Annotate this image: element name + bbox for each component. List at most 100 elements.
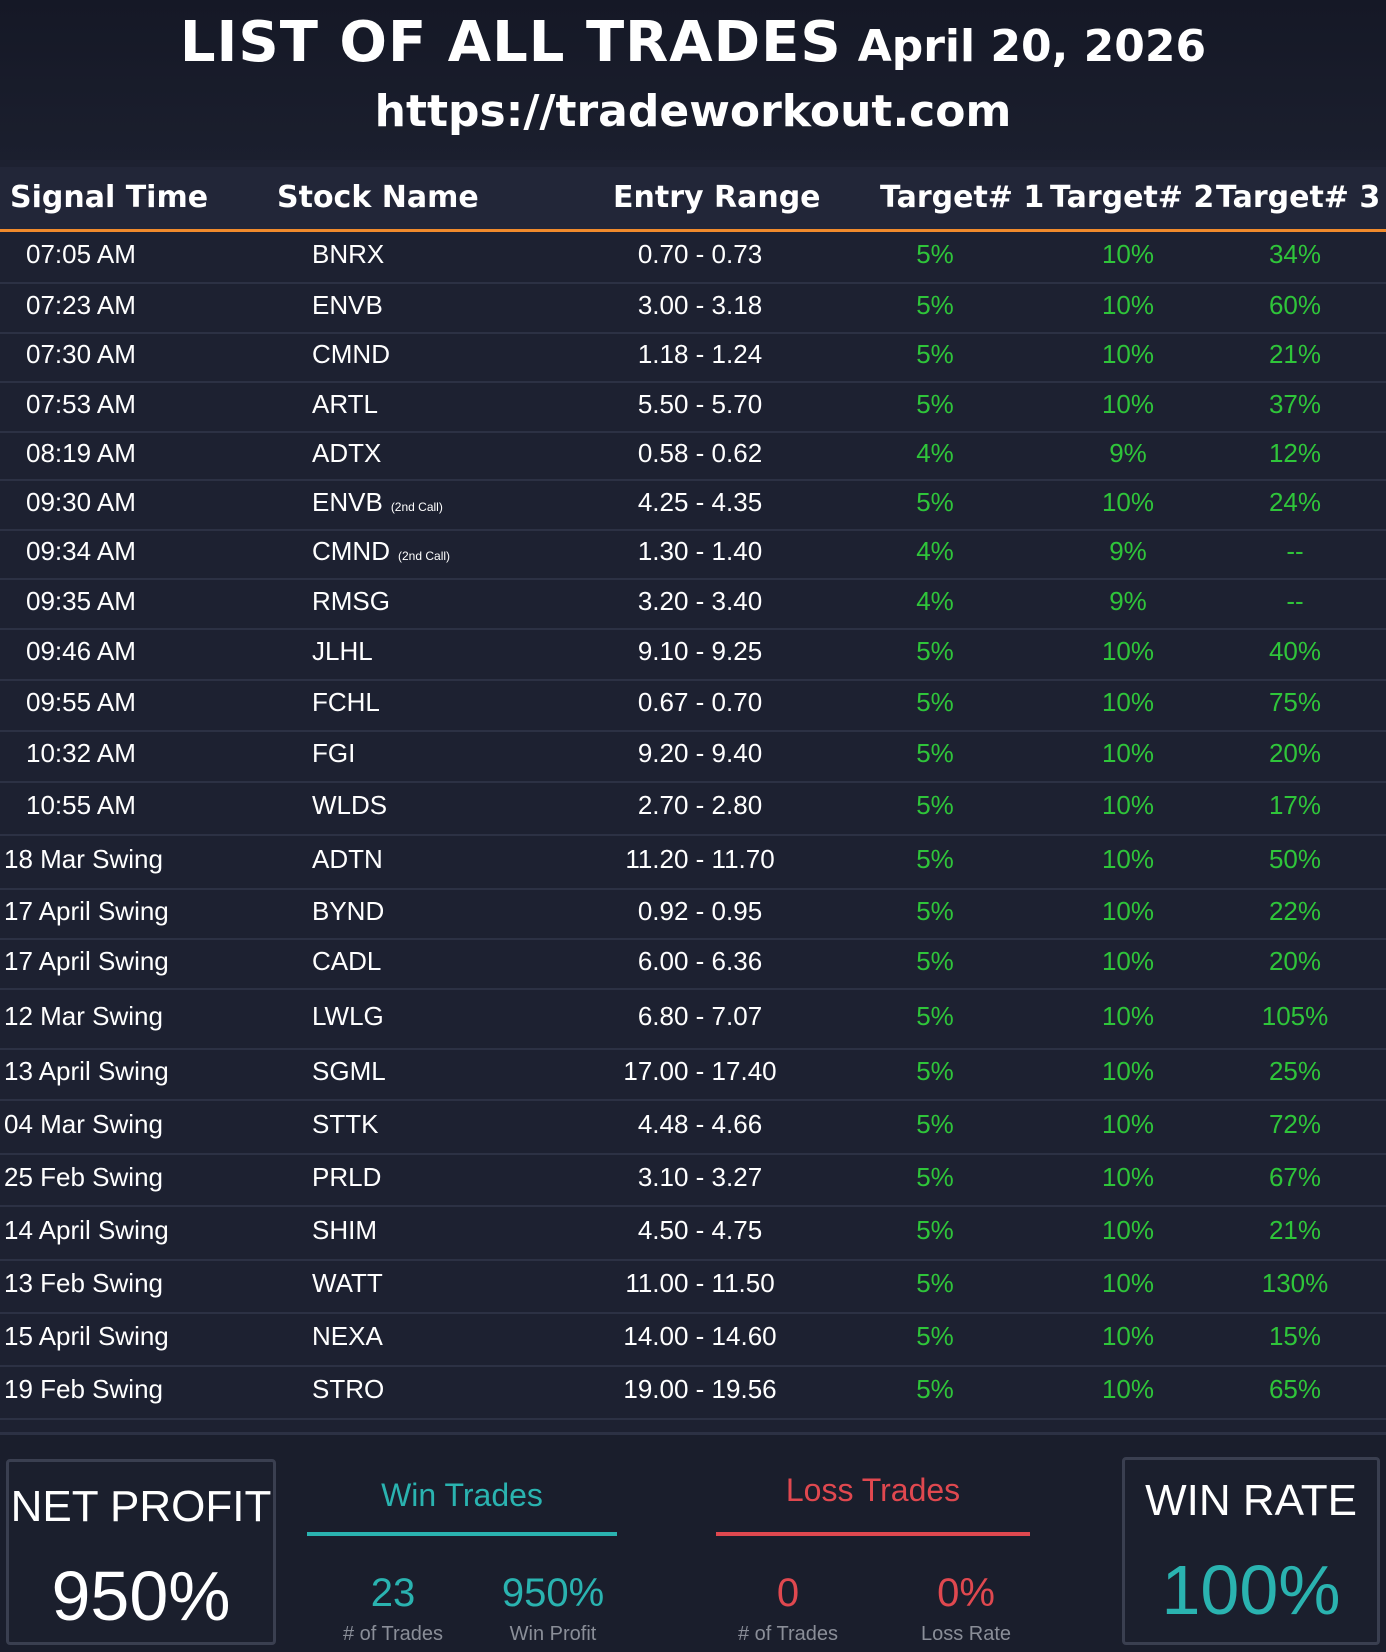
signal-time-cell: 07:30 AM (26, 339, 136, 369)
table-row: 09:34 AM CMND (2nd Call) 1.30 - 1.40 4% 9% -- (0, 530, 1386, 580)
target-1-cell: 4% (916, 438, 954, 468)
target-2-cell: 10% (1101, 844, 1155, 874)
target-2-cell: 10% (1101, 687, 1155, 717)
win-trades-title: Win Trades (381, 1477, 543, 1513)
target-1-cell: 5% (916, 738, 954, 768)
site-url[interactable]: https://tradeworkout.com (374, 86, 1012, 137)
signal-time-cell: 09:34 AM (26, 536, 136, 566)
stock-symbol: CMND (312, 339, 390, 369)
stock-name-cell: CMND (2nd Call) (312, 536, 450, 567)
target-3-cell: 15% (1268, 1321, 1322, 1351)
target-3-cell: 20% (1268, 946, 1322, 976)
loss-count: 0 (776, 1571, 800, 1615)
stock-symbol: STTK (312, 1109, 379, 1139)
target-2-cell: 10% (1101, 1056, 1155, 1086)
target-2-cell: 10% (1101, 738, 1155, 768)
table-row: 09:46 AM JLHL 9.10 - 9.25 5% 10% 40% (0, 629, 1386, 681)
target-1-cell: 5% (916, 636, 954, 666)
entry-range-cell: 4.50 - 4.75 (637, 1215, 763, 1245)
win-trades-rule (307, 1532, 617, 1536)
table-row: 07:53 AM ARTL 5.50 - 5.70 5% 10% 37% (0, 382, 1386, 433)
stock-name-cell: PRLD (312, 1162, 381, 1193)
target-3-cell: 12% (1268, 438, 1322, 468)
target-3-cell: 25% (1268, 1056, 1322, 1086)
target-1-cell: 5% (916, 339, 954, 369)
table-row: 07:05 AM BNRX 0.70 - 0.73 5% 10% 34% (0, 232, 1386, 284)
entry-range-cell: 5.50 - 5.70 (637, 389, 763, 419)
entry-range-cell: 9.10 - 9.25 (637, 636, 763, 666)
signal-time-cell: 09:30 AM (26, 487, 136, 517)
entry-range-cell: 2.70 - 2.80 (637, 790, 763, 820)
stock-symbol: WLDS (312, 790, 388, 820)
signal-time-cell: 13 Feb Swing (4, 1268, 163, 1298)
win-profit: 950% (501, 1571, 605, 1615)
page-title: LIST OF ALL TRADES (179, 10, 842, 75)
signal-time-cell: 04 Mar Swing (4, 1109, 163, 1139)
entry-range-cell: 6.80 - 7.07 (637, 1001, 763, 1031)
target-1-cell: 5% (916, 239, 954, 269)
target-3-cell: 20% (1268, 738, 1322, 768)
target-1-cell: 5% (916, 844, 954, 874)
target-1-cell: 5% (916, 1001, 954, 1031)
target-3-cell: -- (1286, 586, 1304, 616)
entry-range-cell: 0.70 - 0.73 (637, 239, 763, 269)
table-row: 10:32 AM FGI 9.20 - 9.40 5% 10% 20% (0, 731, 1386, 783)
target-2-cell: 9% (1109, 536, 1147, 566)
entry-range-cell: 9.20 - 9.40 (637, 738, 763, 768)
loss-trades-title: Loss Trades (785, 1472, 961, 1508)
stock-symbol: RMSG (312, 586, 390, 616)
target-1-cell: 5% (916, 1374, 954, 1404)
stock-symbol: FCHL (312, 687, 380, 717)
win-rate-value: 100% (1161, 1551, 1341, 1629)
target-2-cell: 10% (1101, 1321, 1155, 1351)
target-1-cell: 5% (916, 389, 954, 419)
target-3-cell: 24% (1268, 487, 1322, 517)
stock-name-cell: FGI (312, 738, 355, 769)
target-3-cell: 21% (1268, 339, 1322, 369)
win-rate-box: WIN RATE 100% (1122, 1457, 1380, 1645)
target-1-cell: 5% (916, 1162, 954, 1192)
table-header: Signal Time Stock Name Entry Range Targe… (0, 167, 1386, 232)
entry-range-cell: 17.00 - 17.40 (623, 1056, 777, 1086)
target-2-cell: 10% (1101, 1268, 1155, 1298)
col-stock-name: Stock Name (277, 180, 479, 215)
target-1-cell: 5% (916, 487, 954, 517)
target-2-cell: 10% (1101, 636, 1155, 666)
summary-footer: NET PROFIT 950% Win Trades 23 # of Trade… (0, 1432, 1386, 1652)
win-rate-label: WIN RATE (1145, 1476, 1357, 1525)
stock-name-cell: WATT (312, 1268, 383, 1299)
entry-range-cell: 4.25 - 4.35 (637, 487, 763, 517)
stock-symbol: NEXA (312, 1321, 383, 1351)
entry-range-cell: 14.00 - 14.60 (623, 1321, 777, 1351)
target-3-cell: 21% (1268, 1215, 1322, 1245)
target-2-cell: 10% (1101, 946, 1155, 976)
entry-range-cell: 11.20 - 11.70 (625, 844, 775, 874)
target-2-cell: 10% (1101, 1374, 1155, 1404)
stock-symbol: CMND (312, 536, 390, 566)
signal-time-cell: 10:55 AM (26, 790, 136, 820)
entry-range-cell: 3.10 - 3.27 (637, 1162, 763, 1192)
target-2-cell: 10% (1101, 1215, 1155, 1245)
stock-name-cell: ENVB (2nd Call) (312, 487, 443, 518)
stock-name-cell: RMSG (312, 586, 390, 617)
stock-symbol: PRLD (312, 1162, 382, 1192)
target-2-cell: 10% (1101, 290, 1155, 320)
target-2-cell: 10% (1101, 339, 1155, 369)
net-profit-value: 950% (51, 1557, 231, 1635)
signal-time-cell: 07:05 AM (26, 239, 136, 269)
target-3-cell: 105% (1261, 1001, 1329, 1031)
table-row: 15 April Swing NEXA 14.00 - 14.60 5% 10% 15% (0, 1313, 1386, 1367)
entry-range-cell: 0.67 - 0.70 (637, 687, 763, 717)
entry-range-cell: 0.58 - 0.62 (637, 438, 763, 468)
stock-symbol: ADTX (312, 438, 382, 468)
entry-range-cell: 4.48 - 4.66 (637, 1109, 763, 1139)
signal-time-cell: 14 April Swing (4, 1215, 169, 1245)
target-3-cell: 22% (1268, 896, 1322, 926)
stock-name-cell: STRO (312, 1374, 384, 1405)
table-row: 09:30 AM ENVB (2nd Call) 4.25 - 4.35 5% 10% 24… (0, 480, 1386, 531)
entry-range-cell: 3.00 - 3.18 (637, 290, 763, 320)
stock-name-cell: NEXA (312, 1321, 383, 1352)
target-2-cell: 10% (1101, 1109, 1155, 1139)
entry-range-cell: 3.20 - 3.40 (637, 586, 763, 616)
table-row: 25 Feb Swing PRLD 3.10 - 3.27 5% 10% 67% (0, 1154, 1386, 1207)
